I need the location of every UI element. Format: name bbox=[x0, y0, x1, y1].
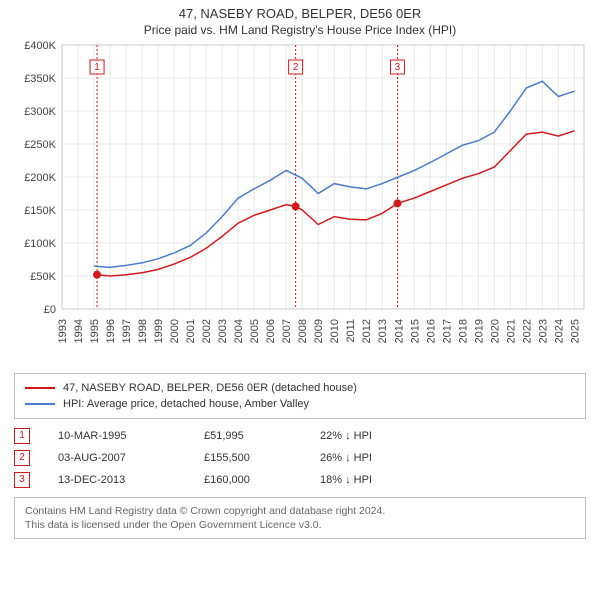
svg-text:1999: 1999 bbox=[153, 319, 165, 343]
sale-badge: 3 bbox=[14, 472, 30, 488]
svg-text:2016: 2016 bbox=[425, 319, 437, 343]
svg-text:2021: 2021 bbox=[505, 319, 517, 343]
chart: £0 £50K £100K £150K £200K £250K £300K £350K £400… bbox=[10, 37, 590, 367]
sale-date: 03-AUG-2007 bbox=[58, 447, 178, 469]
svg-text:2019: 2019 bbox=[473, 319, 485, 343]
svg-text:£250K: £250K bbox=[24, 139, 56, 151]
svg-text:3: 3 bbox=[395, 62, 401, 73]
chart-container: 47, NASEBY ROAD, BELPER, DE56 0ER Price … bbox=[0, 0, 600, 549]
svg-text:2010: 2010 bbox=[329, 319, 341, 343]
legend-row: HPI: Average price, detached house, Ambe… bbox=[25, 396, 575, 412]
svg-text:£150K: £150K bbox=[24, 205, 56, 217]
svg-text:2003: 2003 bbox=[217, 319, 229, 343]
svg-text:2024: 2024 bbox=[553, 319, 565, 343]
sale-delta: 26% ↓ HPI bbox=[320, 447, 430, 469]
svg-text:2006: 2006 bbox=[265, 319, 277, 343]
svg-text:2009: 2009 bbox=[313, 319, 325, 343]
legend-row: 47, NASEBY ROAD, BELPER, DE56 0ER (detac… bbox=[25, 380, 575, 396]
svg-text:2013: 2013 bbox=[377, 319, 389, 343]
svg-text:2008: 2008 bbox=[297, 319, 309, 343]
legend-swatch bbox=[25, 403, 55, 405]
svg-text:2018: 2018 bbox=[457, 319, 469, 343]
sale-badge: 1 bbox=[14, 428, 30, 444]
sale-delta: 22% ↓ HPI bbox=[320, 425, 430, 447]
svg-text:£0: £0 bbox=[44, 304, 56, 316]
sales-table: 1 10-MAR-1995 £51,995 22% ↓ HPI 2 03-AUG… bbox=[14, 425, 586, 491]
svg-text:1994: 1994 bbox=[73, 319, 85, 343]
chart-svg: £0 £50K £100K £150K £200K £250K £300K £350K £400… bbox=[10, 37, 590, 367]
svg-text:1995: 1995 bbox=[89, 319, 101, 343]
sales-row: 2 03-AUG-2007 £155,500 26% ↓ HPI bbox=[14, 447, 586, 469]
legend-swatch bbox=[25, 387, 55, 389]
svg-text:2017: 2017 bbox=[441, 319, 453, 343]
svg-text:1997: 1997 bbox=[121, 319, 133, 343]
chart-title: 47, NASEBY ROAD, BELPER, DE56 0ER bbox=[10, 6, 590, 21]
svg-text:£50K: £50K bbox=[30, 271, 56, 283]
legend-label: HPI: Average price, detached house, Ambe… bbox=[63, 396, 309, 412]
sale-price: £160,000 bbox=[204, 469, 294, 491]
svg-text:2: 2 bbox=[293, 62, 299, 73]
sale-badge-num: 2 bbox=[19, 447, 25, 469]
titles: 47, NASEBY ROAD, BELPER, DE56 0ER Price … bbox=[10, 6, 590, 37]
svg-text:2022: 2022 bbox=[521, 319, 533, 343]
legend-label: 47, NASEBY ROAD, BELPER, DE56 0ER (detac… bbox=[63, 380, 357, 396]
sale-date: 13-DEC-2013 bbox=[58, 469, 178, 491]
chart-subtitle: Price paid vs. HM Land Registry's House … bbox=[10, 23, 590, 37]
svg-text:2007: 2007 bbox=[281, 319, 293, 343]
svg-text:1: 1 bbox=[94, 62, 100, 73]
svg-text:2023: 2023 bbox=[537, 319, 549, 343]
svg-text:£300K: £300K bbox=[24, 106, 56, 118]
legend: 47, NASEBY ROAD, BELPER, DE56 0ER (detac… bbox=[14, 373, 586, 419]
svg-text:2001: 2001 bbox=[185, 319, 197, 343]
svg-text:2014: 2014 bbox=[393, 319, 405, 343]
svg-text:£100K: £100K bbox=[24, 238, 56, 250]
svg-text:2020: 2020 bbox=[489, 319, 501, 343]
sales-row: 3 13-DEC-2013 £160,000 18% ↓ HPI bbox=[14, 469, 586, 491]
svg-text:2000: 2000 bbox=[169, 319, 181, 343]
sale-date: 10-MAR-1995 bbox=[58, 425, 178, 447]
svg-text:2015: 2015 bbox=[409, 319, 421, 343]
footer-line: This data is licensed under the Open Gov… bbox=[25, 518, 575, 532]
svg-text:£350K: £350K bbox=[24, 73, 56, 85]
svg-text:2004: 2004 bbox=[233, 319, 245, 343]
sale-price: £155,500 bbox=[204, 447, 294, 469]
sale-badge-num: 3 bbox=[19, 469, 25, 491]
svg-text:£400K: £400K bbox=[24, 40, 56, 52]
sales-row: 1 10-MAR-1995 £51,995 22% ↓ HPI bbox=[14, 425, 586, 447]
svg-text:1996: 1996 bbox=[105, 319, 117, 343]
svg-text:2025: 2025 bbox=[569, 319, 581, 343]
footer-line: Contains HM Land Registry data © Crown c… bbox=[25, 504, 575, 518]
sale-price: £51,995 bbox=[204, 425, 294, 447]
footer-note: Contains HM Land Registry data © Crown c… bbox=[14, 497, 586, 539]
svg-text:1998: 1998 bbox=[137, 319, 149, 343]
svg-text:£200K: £200K bbox=[24, 172, 56, 184]
svg-text:2011: 2011 bbox=[345, 319, 357, 343]
sale-delta: 18% ↓ HPI bbox=[320, 469, 430, 491]
svg-text:2012: 2012 bbox=[361, 319, 373, 343]
svg-text:2005: 2005 bbox=[249, 319, 261, 343]
svg-text:1993: 1993 bbox=[57, 319, 69, 343]
sale-badge-num: 1 bbox=[19, 425, 25, 447]
sale-badge: 2 bbox=[14, 450, 30, 466]
svg-text:2002: 2002 bbox=[201, 319, 213, 343]
